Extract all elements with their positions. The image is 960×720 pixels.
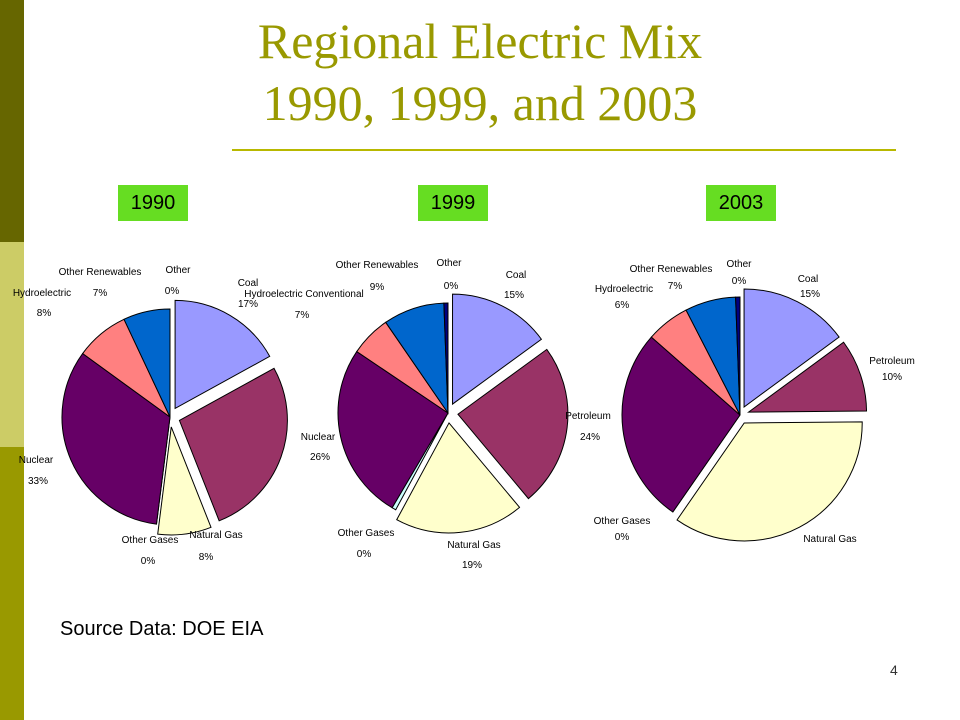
slice-label-1999-hydroelectric-conventional: Hydroelectric Conventional (244, 289, 364, 300)
slice-label-2003-other: Other (726, 259, 752, 270)
pie-slice-2003-coal (743, 288, 840, 408)
slice-label-1999-other-gases: Other Gases (338, 528, 395, 539)
slice-label-1999-other-renewables: Other Renewables (336, 260, 419, 271)
pie-slice-1999-natural-gas (396, 422, 521, 534)
slice-label-1990-other: Other (165, 265, 191, 276)
title-divider (232, 149, 896, 151)
slice-pct-2003-other: 0% (732, 276, 747, 287)
slice-label-2003-coal: Coal (798, 274, 819, 285)
slice-pct-1990-other-renewables: 7% (93, 288, 108, 299)
slice-pct-2003-other-gases: 0% (615, 532, 630, 543)
slide-title-line-2: 1990, 1999, and 2003 (262, 75, 698, 131)
pie-slice-1990-petroleum (178, 367, 288, 522)
slice-pct-1999-coal: 15% (504, 290, 524, 301)
slice-pct-2003-petroleum: 10% (882, 372, 902, 383)
pie-slice-2003-nuclear (621, 336, 741, 513)
pie-slice-1990-natural-gas (157, 426, 212, 536)
slice-pct-2003-other-renewables: 7% (668, 281, 683, 292)
pie-slice-1999-other (443, 302, 449, 414)
slice-pct-1999-other-renewables: 9% (370, 282, 385, 293)
slice-pct-1999-petroleum: 24% (580, 432, 600, 443)
slice-pct-1999-natural-gas: 19% (462, 560, 482, 571)
pie-slice-1999-nuclear (337, 350, 449, 509)
slice-pct-1999-other: 0% (444, 281, 459, 292)
page-number: 4 (890, 662, 898, 678)
sidebar-olive-band (0, 447, 24, 720)
year-label-1999: 1999 (418, 185, 488, 221)
year-label-2003: 2003 (706, 185, 776, 221)
slice-label-1990-hydroelectric: Hydroelectric (13, 288, 71, 299)
pie-slice-2003-petroleum (746, 341, 868, 413)
slice-label-1990-other-renewables: Other Renewables (59, 267, 142, 278)
pie-slice-1999-petroleum (457, 348, 569, 500)
pie-slice-1990-nuclear (61, 352, 171, 525)
slice-label-1999-petroleum: Petroleum (565, 411, 611, 422)
slice-pct-1999-hydroelectric-conventional: 7% (295, 310, 310, 321)
slide-title-line-1: Regional Electric Mix (257, 13, 703, 69)
pie-1990: Coal 17% Other 0% Other Renewables 7% Hydroele… (13, 265, 288, 567)
slice-label-1999-coal: Coal (506, 270, 527, 281)
pie-2003: Coal 15% Other 0% Other Renewables 7% Hydroele… (594, 259, 915, 545)
slice-pct-2003-coal: 15% (800, 289, 820, 300)
slice-label-1990-natural-gas: Natural Gas (189, 530, 242, 541)
slice-pct-1990-coal: 17% (238, 299, 258, 310)
slice-pct-1990-other: 0% (165, 286, 180, 297)
slice-label-2003-other-gases: Other Gases (594, 516, 651, 527)
pie-slice-2003-natural-gas (676, 421, 863, 542)
slide-title: Regional Electric Mix 1990, 1999, and 20… (150, 10, 810, 134)
slice-pct-1990-hydroelectric: 8% (37, 308, 52, 319)
sidebar-light-band (0, 242, 24, 447)
slice-pct-1990-other-gases: 0% (141, 556, 156, 567)
slice-label-1999-nuclear: Nuclear (301, 432, 336, 443)
slice-label-1999-natural-gas: Natural Gas (447, 540, 500, 551)
slice-label-2003-petroleum: Petroleum (869, 356, 915, 367)
sidebar-dark-band (0, 0, 24, 242)
slice-pct-1990-natural-gas: 8% (199, 552, 214, 563)
pie-slice-1999-coal (452, 293, 543, 406)
slice-label-1999-other: Other (436, 258, 462, 269)
pie-slice-1990-coal (174, 299, 271, 410)
source-note: Source Data: DOE EIA (60, 618, 264, 640)
pie-1999: Coal 15% Other 0% Other Renewables 9% Hydroele… (244, 258, 611, 571)
slice-pct-1999-nuclear: 26% (310, 452, 330, 463)
slice-label-1990-other-gases: Other Gases (122, 535, 179, 546)
slice-pct-1999-other-gases: 0% (357, 549, 372, 560)
slice-label-2003-natural-gas: Natural Gas (803, 534, 856, 545)
slice-pct-2003-hydroelectric: 6% (615, 300, 630, 311)
year-label-1990: 1990 (118, 185, 188, 221)
slice-label-1990-coal: Coal (238, 278, 259, 289)
slice-label-2003-hydroelectric: Hydroelectric (595, 284, 653, 295)
slice-label-2003-other-renewables: Other Renewables (630, 264, 713, 275)
slice-pct-1990-nuclear: 33% (28, 476, 48, 487)
slice-label-1990-nuclear: Nuclear (19, 455, 54, 466)
pie-slice-2003-other (735, 296, 741, 416)
